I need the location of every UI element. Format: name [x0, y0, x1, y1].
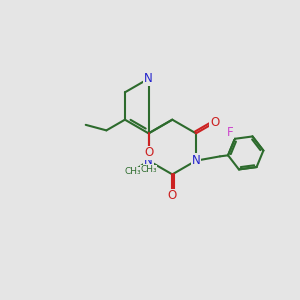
- Text: N: N: [144, 72, 153, 85]
- Text: CH₃: CH₃: [140, 165, 157, 174]
- Text: CH₃: CH₃: [124, 167, 141, 176]
- Text: O: O: [168, 189, 177, 202]
- Text: O: O: [210, 116, 219, 129]
- Text: N: N: [192, 154, 200, 167]
- Text: F: F: [226, 126, 233, 139]
- Text: N: N: [144, 154, 153, 167]
- Text: O: O: [144, 146, 153, 159]
